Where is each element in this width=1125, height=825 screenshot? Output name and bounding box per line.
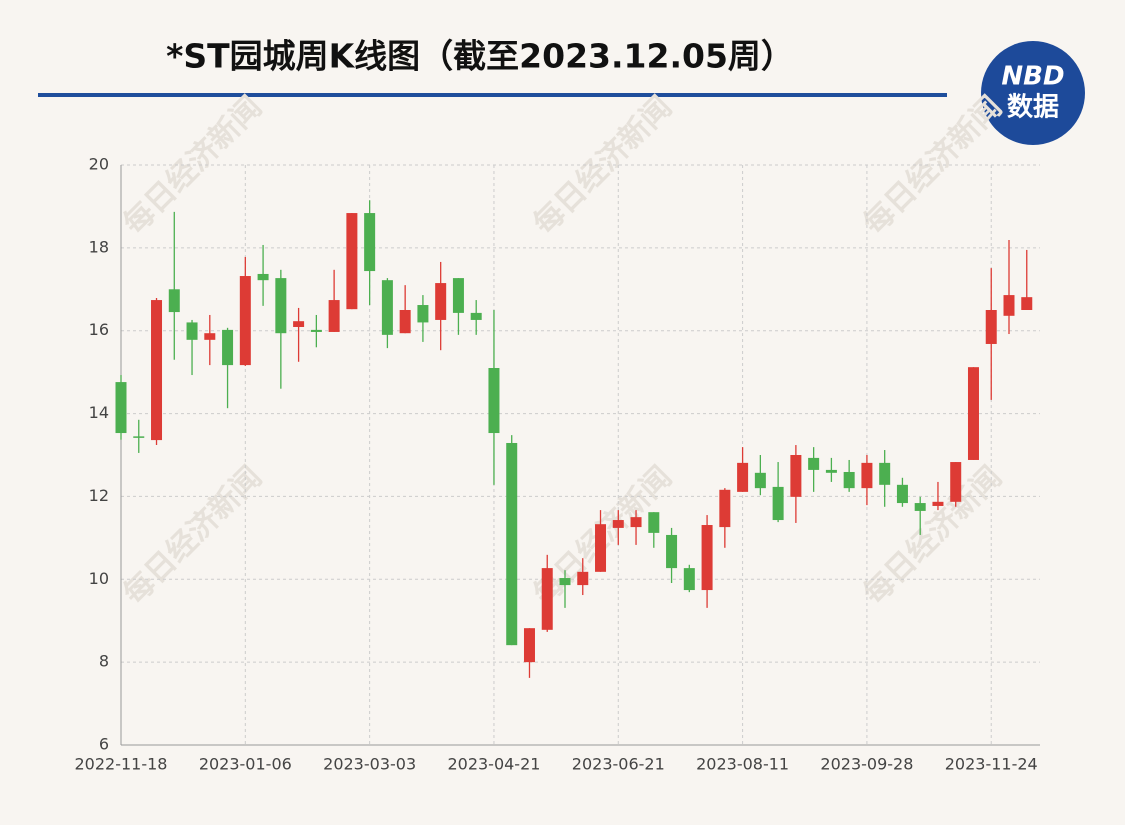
candle-body <box>506 442 518 646</box>
candle-body <box>896 484 908 504</box>
candle-body <box>435 283 447 320</box>
candle-body <box>523 628 535 663</box>
candle-body <box>346 213 358 310</box>
x-tick-label: 2023-04-21 <box>447 755 540 774</box>
candle-body <box>666 534 678 569</box>
candle-body <box>275 278 287 334</box>
candle-body <box>772 486 784 521</box>
candle-body <box>328 300 340 332</box>
candle-body <box>310 329 322 332</box>
x-tick-label: 2022-11-18 <box>75 755 168 774</box>
candle-body <box>239 276 251 366</box>
candle-body <box>1021 297 1033 310</box>
y-tick-label: 20 <box>89 155 109 174</box>
candle-body <box>417 305 429 323</box>
candle-body <box>701 525 713 591</box>
watermark: 每日经济新闻 <box>857 90 1009 242</box>
candle-body <box>364 213 376 272</box>
y-tick-label: 10 <box>89 569 109 588</box>
candle-body <box>737 462 749 492</box>
candle-body <box>293 321 305 327</box>
candle-body <box>1003 295 1015 316</box>
title-rule <box>38 93 947 97</box>
candle-body <box>648 512 660 533</box>
candle-body <box>452 278 464 313</box>
candle-body <box>168 289 180 313</box>
candle-body <box>399 310 411 334</box>
watermark: 每日经济新闻 <box>117 460 269 612</box>
candle-body <box>683 568 695 591</box>
candle-body <box>488 368 500 434</box>
x-tick-label: 2023-11-24 <box>945 755 1038 774</box>
watermark: 每日经济新闻 <box>117 90 269 242</box>
candle-body <box>612 520 624 528</box>
y-tick-label: 14 <box>89 403 109 422</box>
logo <box>981 41 1085 145</box>
watermark: 每日经济新闻 <box>527 90 679 242</box>
candle-body <box>151 300 163 441</box>
chart-title: *ST园城周K线图（截至2023.12.05周） <box>166 37 794 76</box>
logo-top: NBD <box>1001 62 1064 92</box>
x-tick-label: 2023-03-03 <box>323 755 416 774</box>
x-tick-label: 2023-09-28 <box>820 755 913 774</box>
y-tick-label: 8 <box>99 652 109 671</box>
candle-body <box>790 455 802 497</box>
candle-body <box>381 280 393 335</box>
candle-body <box>559 578 571 586</box>
y-tick-label: 6 <box>99 735 109 754</box>
y-tick-label: 12 <box>89 486 109 505</box>
candle-body <box>950 462 962 502</box>
x-tick-label: 2023-08-11 <box>696 755 789 774</box>
candle-body <box>719 489 731 528</box>
candle-body <box>133 436 145 438</box>
candle-body <box>861 462 873 489</box>
candle-body <box>630 517 642 528</box>
candle-body <box>595 524 607 572</box>
x-tick-label: 2023-06-21 <box>572 755 665 774</box>
candle-body <box>825 469 837 473</box>
candle-body <box>470 312 482 320</box>
candle-body <box>985 310 997 344</box>
candle-body <box>843 471 855 489</box>
candle-body <box>967 367 979 460</box>
candle-body <box>115 382 127 434</box>
candle-body <box>808 457 820 470</box>
candle-body <box>541 568 553 630</box>
candle-body <box>577 571 589 586</box>
candle-body <box>879 462 891 485</box>
candle-body <box>204 333 216 340</box>
y-tick-label: 16 <box>89 320 109 339</box>
candle-body <box>914 503 926 511</box>
logo-bottom: 数据 <box>1007 93 1059 123</box>
candle-body <box>222 329 234 366</box>
x-tick-label: 2023-01-06 <box>199 755 292 774</box>
candle-body <box>932 501 944 506</box>
candle-body <box>754 472 766 489</box>
candle-body <box>186 322 198 340</box>
candle-body <box>257 273 269 281</box>
y-tick-label: 18 <box>89 237 109 256</box>
